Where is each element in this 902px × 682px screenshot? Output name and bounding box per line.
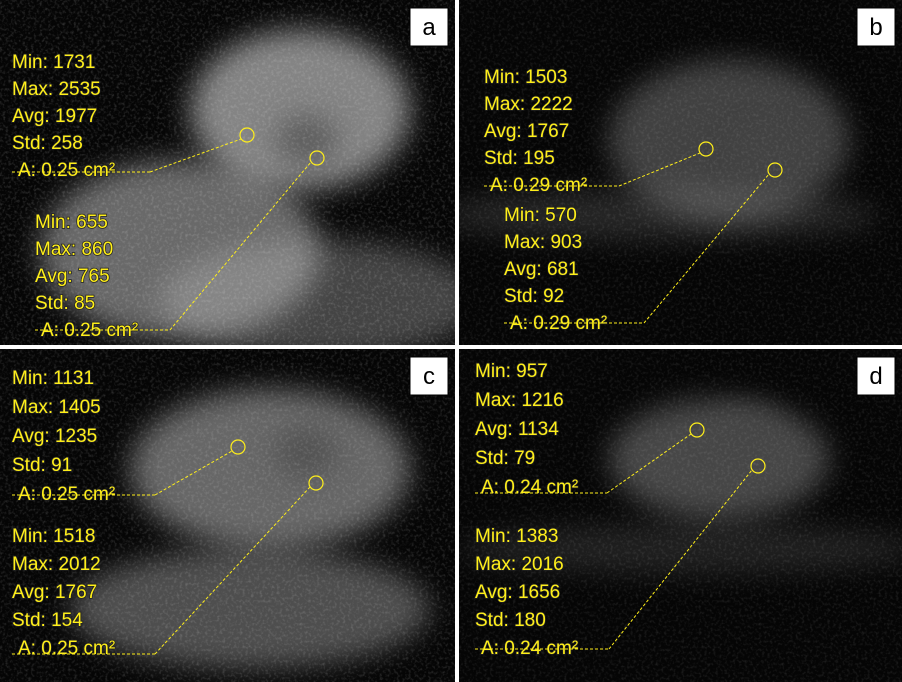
roi-stat: Avg: 1656 bbox=[475, 582, 560, 603]
roi-stat: Avg: 1767 bbox=[484, 121, 569, 142]
roi-stat: Max: 903 bbox=[504, 232, 582, 253]
roi-stat: Min: 1731 bbox=[12, 52, 95, 73]
panel-label: d bbox=[869, 363, 882, 390]
roi-stat: Std: 91 bbox=[12, 455, 72, 476]
roi-stat: Min: 1383 bbox=[475, 526, 558, 547]
roi-stat: Avg: 1134 bbox=[475, 419, 559, 440]
roi-stat: Avg: 765 bbox=[35, 266, 110, 287]
panel: c Min: 1131 Max: 1405 Avg: 1235 Std: 91 A: 0.… bbox=[0, 349, 455, 682]
roi-stat: Min: 1518 bbox=[12, 526, 95, 547]
roi-stat: A: 0.24 cm² bbox=[481, 477, 578, 498]
roi-stat: Std: 92 bbox=[504, 286, 564, 307]
roi-stat: A: 0.25 cm² bbox=[18, 638, 115, 659]
roi-stat: Min: 655 bbox=[35, 212, 108, 233]
roi-stat: Avg: 1235 bbox=[12, 426, 97, 447]
roi-stat: Avg: 1767 bbox=[12, 582, 97, 603]
panel: d Min: 957 Max: 1216 Avg: 1134 Std: 79 A: 0.2… bbox=[459, 349, 902, 682]
figure: a Min: 1731 Max: 2535 Avg: 1977 Std: 258 A: 0… bbox=[0, 0, 902, 682]
roi-stat: Max: 1216 bbox=[475, 390, 564, 411]
roi-stat: Std: 85 bbox=[35, 293, 95, 314]
roi-stat: Std: 154 bbox=[12, 610, 83, 631]
panel-label: b bbox=[869, 14, 882, 41]
roi-stat: Min: 1503 bbox=[484, 67, 567, 88]
roi-stat: Min: 570 bbox=[504, 205, 577, 226]
roi-stat: Max: 2012 bbox=[12, 554, 101, 575]
roi-stat: Max: 1405 bbox=[12, 397, 101, 418]
roi-stat: Avg: 1977 bbox=[12, 106, 97, 127]
roi-stat: Max: 860 bbox=[35, 239, 113, 260]
panel-label: a bbox=[422, 14, 436, 41]
roi-stat: Max: 2535 bbox=[12, 79, 101, 100]
roi-stat: Std: 79 bbox=[475, 448, 535, 469]
panel: a Min: 1731 Max: 2535 Avg: 1977 Std: 258 A: 0… bbox=[0, 0, 480, 360]
roi-stat: Std: 258 bbox=[12, 133, 83, 154]
roi-stat: Max: 2222 bbox=[484, 94, 573, 115]
panel-label: c bbox=[423, 363, 435, 390]
roi-stat: Std: 195 bbox=[484, 148, 555, 169]
roi-stat: Avg: 681 bbox=[504, 259, 579, 280]
roi-stat: A: 0.25 cm² bbox=[18, 160, 115, 181]
roi-stat: Min: 1131 bbox=[12, 368, 94, 389]
roi-stat: Min: 957 bbox=[475, 361, 548, 382]
roi-stat: Std: 180 bbox=[475, 610, 546, 631]
roi-stat: Max: 2016 bbox=[475, 554, 564, 575]
